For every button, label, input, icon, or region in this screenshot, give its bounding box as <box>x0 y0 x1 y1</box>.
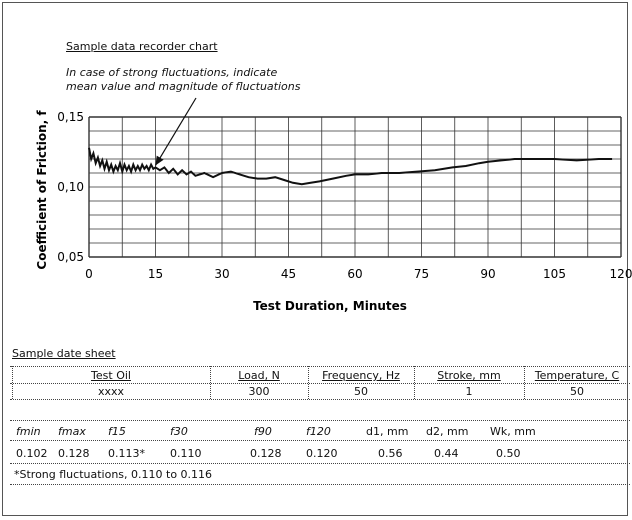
param-value-test-oil: xxxx <box>97 385 125 398</box>
results-top-rule <box>10 420 630 421</box>
x-tick-labels: 0 15 30 45 60 75 90 105 120 <box>85 267 632 281</box>
result-value-f15: 0.113* <box>108 447 145 460</box>
x-tick-90: 90 <box>480 267 495 281</box>
annotation-line-2: mean value and magnitude of fluctuations <box>66 80 301 93</box>
result-header-d2: d2, mm <box>426 425 469 438</box>
document-frame <box>2 2 628 516</box>
x-tick-15: 15 <box>148 267 163 281</box>
x-tick-30: 30 <box>214 267 229 281</box>
annotation-arrow-head <box>155 155 164 166</box>
x-axis-label: Test Duration, Minutes <box>253 299 407 313</box>
param-header-load: Load, N <box>238 369 280 382</box>
params-bottom-rule <box>10 399 630 400</box>
param-header-stroke: Stroke, mm <box>437 369 501 382</box>
params-sep-0 <box>12 366 13 399</box>
x-tick-75: 75 <box>414 267 429 281</box>
params-sep-1 <box>210 366 211 399</box>
result-value-fmin: 0.102 <box>16 447 48 460</box>
params-sep-4 <box>524 366 525 399</box>
footnote-rule <box>10 484 630 485</box>
result-header-f30: f30 <box>170 425 188 438</box>
result-header-d1: d1, mm <box>366 425 409 438</box>
param-value-temperature: 50 <box>570 385 584 398</box>
param-value-stroke: 1 <box>465 385 473 398</box>
y-axis-label: Coefficient of Friction, f <box>35 110 49 270</box>
params-top-rule <box>10 366 630 367</box>
result-header-f120: f120 <box>306 425 331 438</box>
param-header-test-oil: Test Oil <box>91 369 131 382</box>
result-value-fmax: 0.128 <box>58 447 90 460</box>
chart-grid <box>88 116 622 258</box>
param-header-frequency: Frequency, Hz <box>322 369 400 382</box>
result-header-wk: Wk, mm <box>490 425 536 438</box>
result-value-f30: 0.110 <box>170 447 202 460</box>
result-header-f90: f90 <box>254 425 272 438</box>
footnote: *Strong fluctuations, 0.110 to 0.116 <box>14 468 213 481</box>
friction-chart: 0 15 30 45 60 75 90 105 120 0,05 0,10 0,15 Test Du… <box>35 97 632 313</box>
friction-series-line <box>88 147 613 186</box>
param-header-temperature: Temperature, C <box>534 369 620 382</box>
result-header-fmin: fmin <box>16 425 41 438</box>
x-tick-120: 120 <box>610 267 632 281</box>
params-sep-2 <box>308 366 309 399</box>
result-value-d1: 0.56 <box>378 447 403 460</box>
x-tick-60: 60 <box>347 267 362 281</box>
y-tick-0-10: 0,10 <box>57 180 84 194</box>
result-value-wk: 0.50 <box>496 447 521 460</box>
y-tick-labels: 0,05 0,10 0,15 <box>57 110 84 264</box>
result-value-d2: 0.44 <box>434 447 459 460</box>
params-sep-3 <box>414 366 415 399</box>
x-tick-0: 0 <box>85 267 93 281</box>
param-value-load: 300 <box>248 385 270 398</box>
annotation-arrow <box>154 97 197 166</box>
param-value-frequency: 50 <box>354 385 368 398</box>
y-tick-0-05: 0,05 <box>57 250 84 264</box>
result-header-fmax: fmax <box>58 425 86 438</box>
results-mid-rule <box>10 440 630 441</box>
result-value-f120: 0.120 <box>306 447 338 460</box>
chart-title: Sample data recorder chart <box>66 40 218 53</box>
results-bottom-rule <box>10 463 630 464</box>
y-tick-0-15: 0,15 <box>57 110 84 124</box>
annotation-line-1: In case of strong fluctuations, indicate <box>66 66 278 79</box>
result-value-f90: 0.128 <box>250 447 282 460</box>
result-header-f15: f15 <box>108 425 126 438</box>
x-tick-45: 45 <box>281 267 296 281</box>
sheet-title: Sample date sheet <box>12 347 116 360</box>
x-tick-105: 105 <box>543 267 566 281</box>
params-mid-rule <box>10 383 630 384</box>
